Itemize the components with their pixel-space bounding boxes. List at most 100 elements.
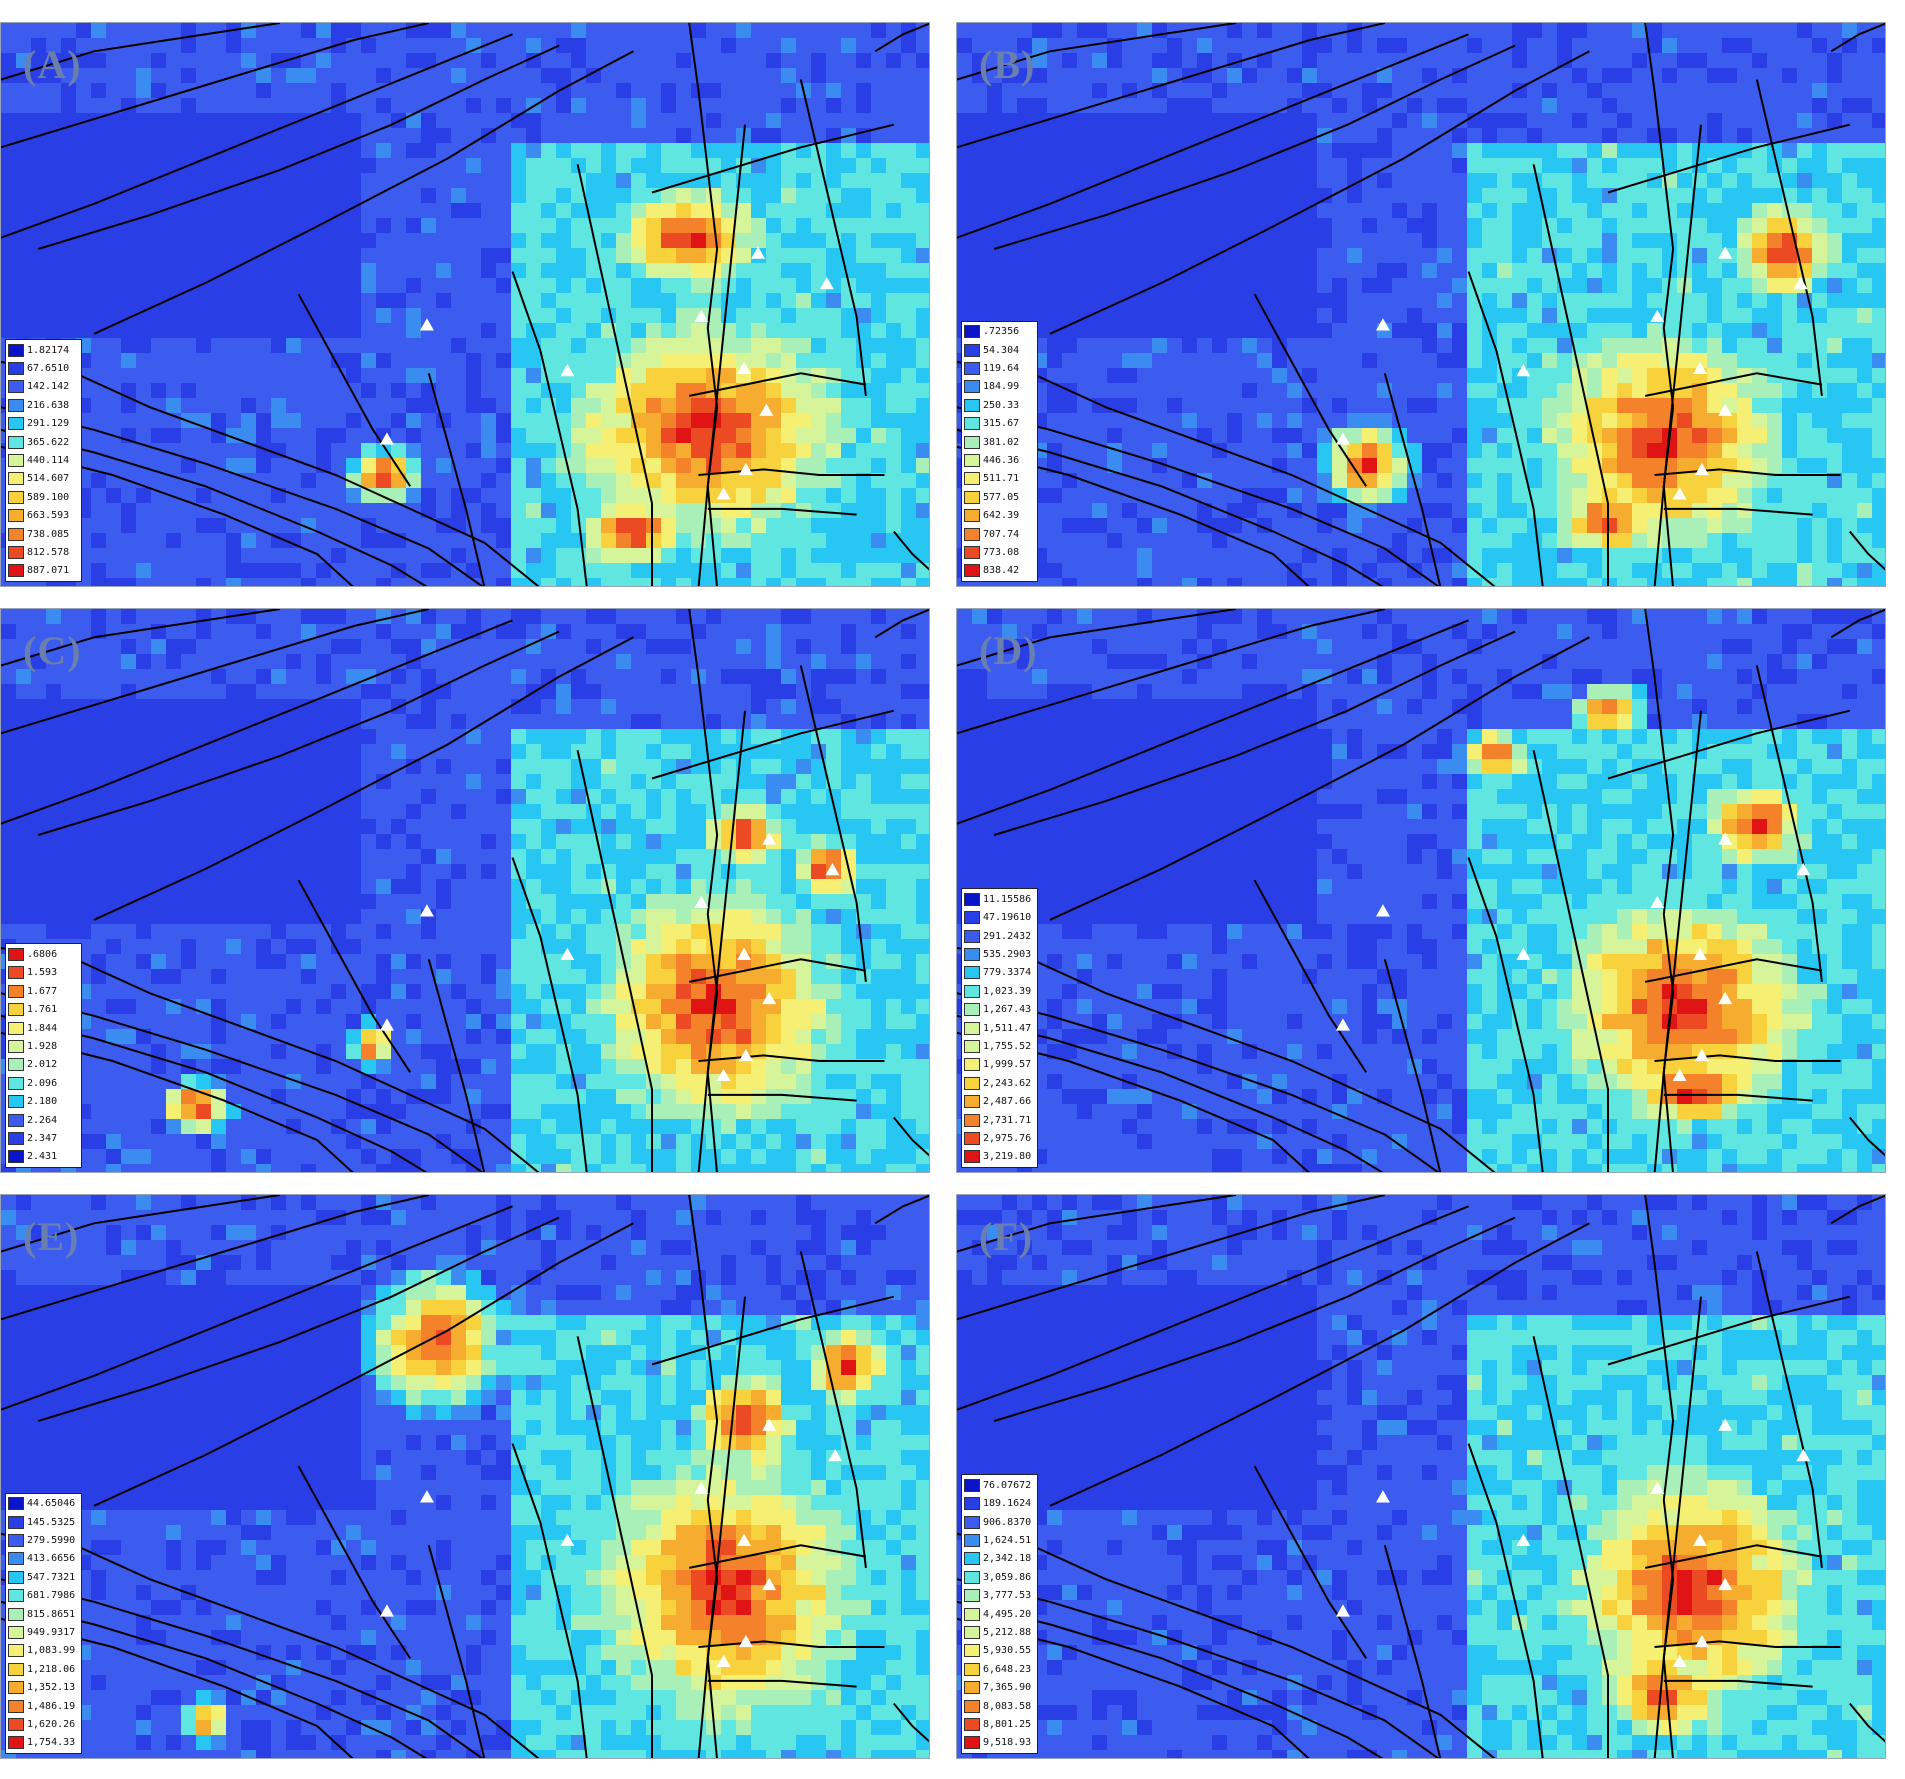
heatmap-cell (1482, 143, 1497, 158)
heatmap-cell (691, 398, 706, 413)
heatmap-cell (796, 293, 811, 308)
heatmap-cell (466, 383, 481, 398)
heatmap-cell (1692, 98, 1707, 113)
heatmap-cell (136, 98, 151, 113)
heatmap-cell (1482, 263, 1497, 278)
heatmap-cell (526, 188, 541, 203)
heatmap-cell (91, 158, 106, 173)
heatmap-cell (1797, 68, 1812, 83)
heatmap-cell (1812, 83, 1827, 98)
heatmap-cell (316, 398, 331, 413)
heatmap-cell (972, 188, 987, 203)
heatmap-cell (421, 143, 436, 158)
heatmap-cell (91, 473, 106, 488)
heatmap-cell (1647, 563, 1662, 578)
heatmap-cell (1737, 233, 1752, 248)
heatmap-cell (1557, 458, 1572, 473)
heatmap-cell (151, 548, 166, 563)
heatmap-cell (391, 518, 406, 533)
heatmap-cell (526, 203, 541, 218)
heatmap-cell (1527, 518, 1542, 533)
heatmap-cell (1, 188, 16, 203)
heatmap-cell (361, 338, 376, 353)
heatmap-cell (1482, 218, 1497, 233)
heatmap-cell (1062, 293, 1077, 308)
heatmap-cell (511, 263, 526, 278)
heatmap-cell (166, 323, 181, 338)
heatmap-cell (1107, 263, 1122, 278)
heatmap-cell (1482, 53, 1497, 68)
heatmap-cells (1, 609, 929, 1172)
heatmap-cell (1347, 338, 1362, 353)
heatmap-cell (1782, 338, 1797, 353)
heatmap-cell (781, 578, 796, 586)
heatmap-cell (1497, 278, 1512, 293)
heatmap-cell (181, 173, 196, 188)
heatmap-cell (1812, 188, 1827, 203)
heatmap-cell (691, 338, 706, 353)
heatmap-cell (916, 248, 929, 263)
heatmap-cell (1872, 563, 1885, 578)
heatmap-cell (301, 98, 316, 113)
heatmap-cell (361, 278, 376, 293)
heatmap-cell (121, 518, 136, 533)
heatmap-cell (811, 398, 826, 413)
heatmap-cell (1557, 563, 1572, 578)
heatmap-cell (1692, 203, 1707, 218)
heatmap-cell (616, 128, 631, 143)
heatmap-cell (1737, 533, 1752, 548)
heatmap-cell (1812, 293, 1827, 308)
heatmap-cell (1047, 383, 1062, 398)
heatmap-cell (916, 158, 929, 173)
heatmap-cell (1392, 353, 1407, 368)
heatmap-cell (901, 113, 916, 128)
heatmap-cell (181, 188, 196, 203)
heatmap-cell (1182, 188, 1197, 203)
heatmap-cell (1017, 53, 1032, 68)
heatmap-cell (496, 263, 511, 278)
heatmap-cell (1587, 53, 1602, 68)
heatmap-cell (1407, 323, 1422, 338)
heatmap-cell (1392, 68, 1407, 83)
station-marker (1694, 462, 1709, 476)
heatmap-cell (1437, 413, 1452, 428)
heatmap-cell (1092, 218, 1107, 233)
heatmap-cell (1857, 518, 1872, 533)
heatmap-cell (376, 98, 391, 113)
heatmap-cell (601, 533, 616, 548)
heatmap-cell (91, 308, 106, 323)
heatmap-cell (571, 173, 586, 188)
heatmap-cell (901, 488, 916, 503)
heatmap-cell (1722, 353, 1737, 368)
heatmap-cell (1182, 368, 1197, 383)
heatmap-cell (721, 353, 736, 368)
heatmap-cell (1587, 218, 1602, 233)
heatmap-cell (1122, 518, 1137, 533)
heatmap-cell (151, 53, 166, 68)
heatmap-cell (166, 38, 181, 53)
heatmap-cell (781, 293, 796, 308)
heatmap-cell (1362, 353, 1377, 368)
heatmap-cell (601, 609, 616, 624)
heatmap-cell (1842, 578, 1857, 586)
heatmap-cell (301, 473, 316, 488)
heatmap-cell (586, 278, 601, 293)
heatmap-cell (646, 458, 661, 473)
heatmap-cell (601, 383, 616, 398)
station-marker (1650, 309, 1665, 323)
heatmap-cell (436, 323, 451, 338)
heatmap-cell (1152, 338, 1167, 353)
heatmap-cell (421, 263, 436, 278)
heatmap-cell (1242, 293, 1257, 308)
heatmap-cell (256, 278, 271, 293)
heatmap-cell (1707, 83, 1722, 98)
heatmap-cell (1857, 323, 1872, 338)
heatmap-cell (1062, 518, 1077, 533)
heatmap-cell (61, 158, 76, 173)
heatmap-cell (1167, 413, 1182, 428)
heatmap-cell (1017, 578, 1032, 586)
heatmap-cell (271, 128, 286, 143)
heatmap-cell (481, 443, 496, 458)
heatmap-cell (1092, 488, 1107, 503)
heatmap-cell (496, 368, 511, 383)
